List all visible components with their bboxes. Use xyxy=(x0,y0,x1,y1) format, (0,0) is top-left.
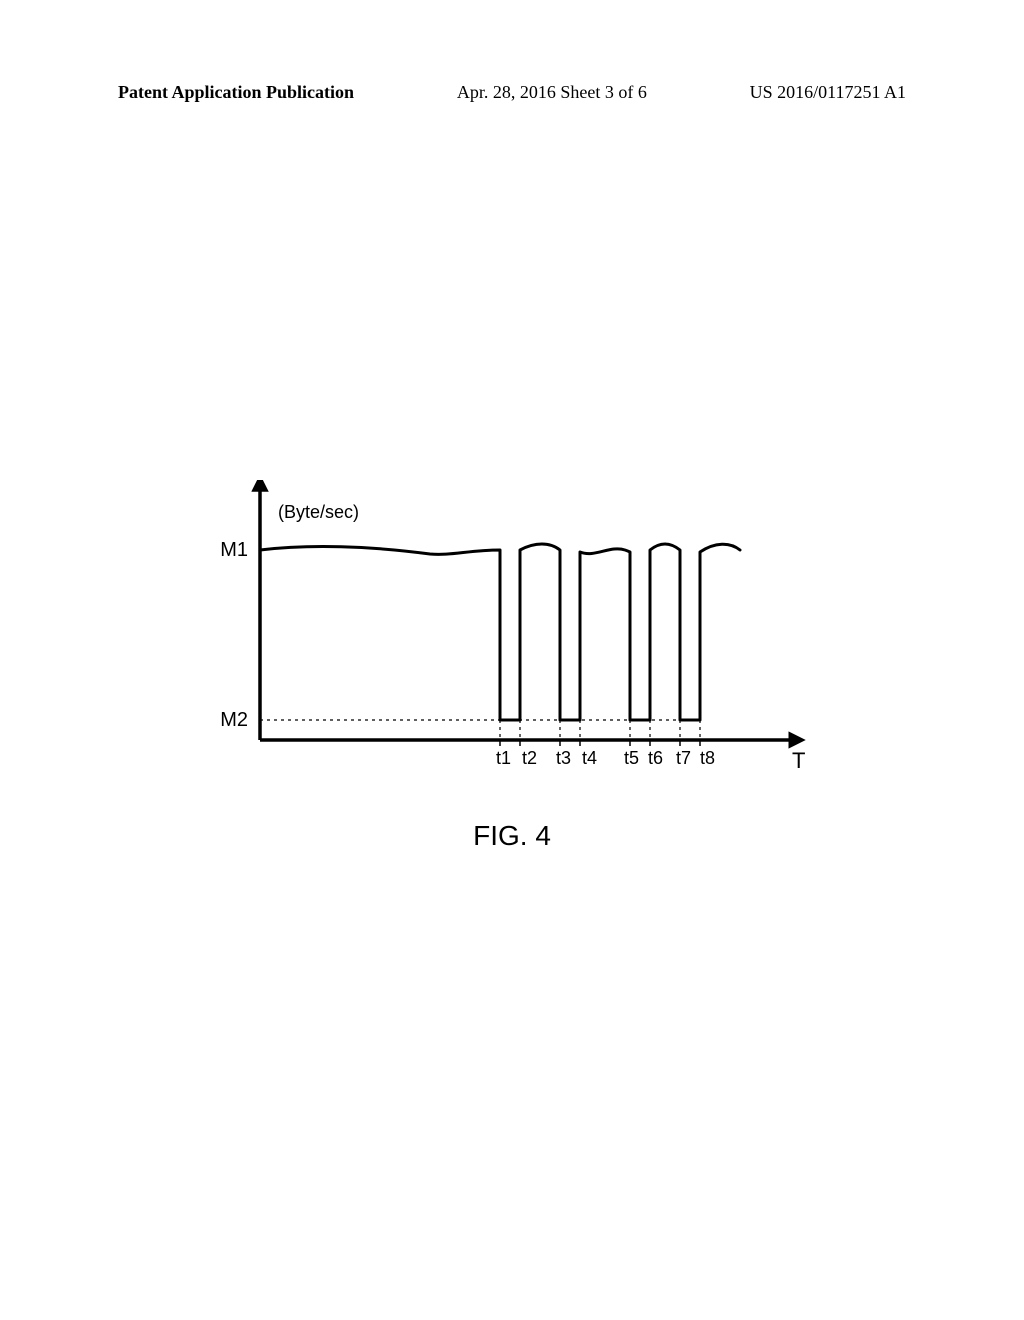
svg-text:t1: t1 xyxy=(496,748,511,768)
svg-text:t6: t6 xyxy=(648,748,663,768)
page-header: Patent Application Publication Apr. 28, … xyxy=(0,82,1024,103)
svg-text:M2: M2 xyxy=(220,709,248,731)
figure-caption: FIG. 4 xyxy=(0,820,1024,852)
chart-container: (Byte/sec) M1 M2 t1 t2 t3 t4 t5 t6 t7 t8 T xyxy=(200,480,820,790)
svg-text:t2: t2 xyxy=(522,748,537,768)
svg-text:t3: t3 xyxy=(556,748,571,768)
chart-svg: (Byte/sec) M1 M2 t1 t2 t3 t4 t5 t6 t7 t8 T xyxy=(200,480,820,790)
header-right: US 2016/0117251 A1 xyxy=(750,82,906,103)
header-left: Patent Application Publication xyxy=(118,82,354,103)
svg-text:t7: t7 xyxy=(676,748,691,768)
svg-text:t4: t4 xyxy=(582,748,597,768)
svg-text:M1: M1 xyxy=(220,539,248,561)
header-center: Apr. 28, 2016 Sheet 3 of 6 xyxy=(457,82,647,103)
svg-text:t5: t5 xyxy=(624,748,639,768)
svg-text:T: T xyxy=(792,748,805,773)
svg-text:t8: t8 xyxy=(700,748,715,768)
svg-text:(Byte/sec): (Byte/sec) xyxy=(278,502,359,522)
